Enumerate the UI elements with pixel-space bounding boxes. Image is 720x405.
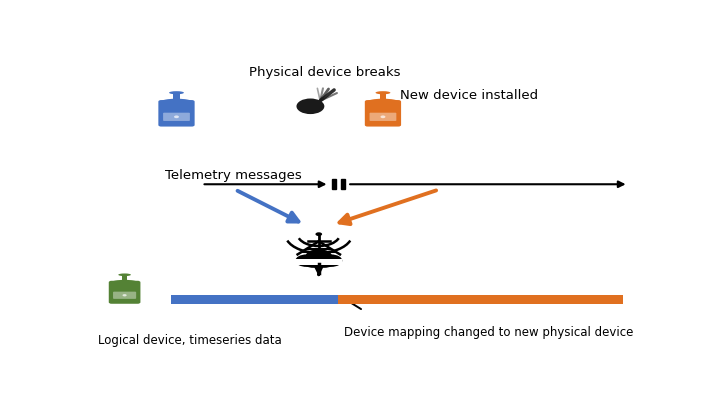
FancyBboxPatch shape (369, 113, 396, 121)
Ellipse shape (169, 91, 184, 94)
FancyBboxPatch shape (158, 100, 194, 126)
Bar (379, 93, 387, 102)
Circle shape (305, 249, 332, 264)
Circle shape (174, 115, 179, 118)
Circle shape (315, 232, 322, 236)
Bar (338, 295, 623, 304)
Bar (173, 93, 180, 102)
Text: New device installed: New device installed (400, 89, 538, 102)
Text: Device mapping changed to new physical device: Device mapping changed to new physical d… (344, 326, 634, 339)
Bar (171, 295, 338, 304)
Bar (332, 179, 336, 189)
FancyBboxPatch shape (365, 100, 401, 126)
Bar (341, 179, 345, 189)
Circle shape (320, 254, 342, 267)
Circle shape (315, 257, 334, 268)
FancyBboxPatch shape (109, 281, 140, 304)
FancyBboxPatch shape (113, 292, 136, 299)
FancyBboxPatch shape (163, 113, 190, 121)
Ellipse shape (161, 99, 192, 104)
Text: Telemetry messages: Telemetry messages (166, 169, 302, 182)
Text: Logical device, timeseries data: Logical device, timeseries data (99, 334, 282, 347)
Ellipse shape (112, 280, 138, 285)
Ellipse shape (118, 273, 131, 276)
Circle shape (380, 115, 385, 118)
Circle shape (303, 257, 323, 268)
Bar (122, 275, 127, 283)
Ellipse shape (368, 99, 398, 104)
Ellipse shape (376, 91, 390, 94)
Circle shape (297, 98, 324, 114)
Circle shape (122, 294, 127, 296)
Bar (295, 259, 342, 265)
Circle shape (295, 254, 318, 267)
Text: Physical device breaks: Physical device breaks (249, 66, 400, 79)
